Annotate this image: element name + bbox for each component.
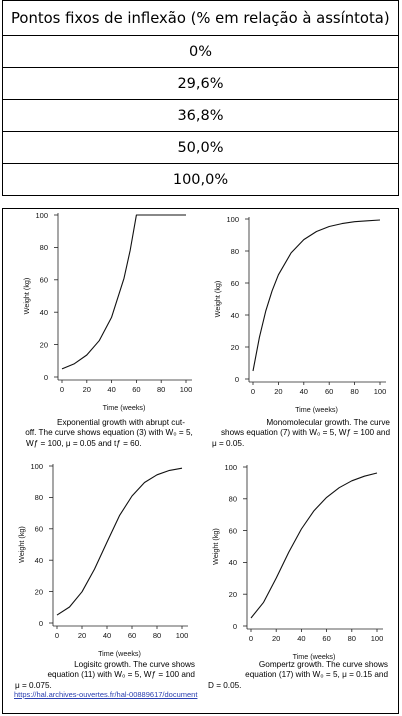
gompertz-x-tick-label: 40 [297,634,305,643]
monomolecular-y-tick-label: 20 [231,343,239,352]
gompertz-x-tick-label: 60 [322,634,330,643]
gompertz-y-tick-label: 80 [229,495,237,504]
monomolecular-x-tick-label: 80 [350,387,358,396]
monomolecular-x-tick-label: 60 [325,387,333,396]
logistic-x-tick-label: 40 [103,631,111,640]
logistic-y-tick-label: 100 [30,462,43,471]
chart-caption-monomolecular: Monomolecular growth. The curve shows eq… [212,418,390,449]
monomolecular-y-tick-label: 100 [226,215,239,224]
exponential-x-tick-label: 40 [107,385,115,394]
monomolecular-x-tick-label: 20 [274,387,282,396]
table-row: 0% [2,35,399,68]
chart-caption-logistic: Logisitc growth. The curve shows equatio… [15,660,195,691]
monomolecular-y-axis-label: Weight (kg) [213,281,222,318]
gompertz-y-axis-label: Weight (kg) [211,528,220,565]
monomolecular-x-tick-label: 0 [251,387,255,396]
exponential-y-tick-label: 20 [40,340,48,349]
caption-line: μ = 0.05. [212,438,245,448]
growth-curves-figure [2,208,399,714]
exponential-y-tick-label: 100 [35,211,48,220]
exponential-x-axis-label: Time (weeks) [103,403,146,412]
caption-line: μ = 0.075. [15,680,52,690]
chart-caption-gompertz: Gompertz growth. The curve shows equatio… [208,660,388,691]
exponential-y-tick-label: 60 [40,276,48,285]
logistic-y-tick-label: 60 [35,525,43,534]
chart-caption-exponential: Exponential growth with abrupt cut- off.… [25,418,202,449]
caption-line: off. The curve shows equation (3) with W… [25,428,193,438]
gompertz-x-tick-label: 0 [249,634,253,643]
table-header: Pontos fixos de inflexão (% em relação à… [2,0,399,36]
monomolecular-growth-curve [252,219,381,372]
caption-line: Gompertz growth. The curve shows [258,660,388,669]
gompertz-growth-curve [250,472,378,619]
caption-line: Exponential growth with abrupt cut- [57,418,185,427]
gompertz-x-tick-label: 80 [348,634,356,643]
caption-line: Wƒ = 100, μ = 0.05 and tƒ = 60. [26,438,142,448]
monomolecular-y-tick-label: 80 [231,247,239,256]
logistic-x-axis-label: Time (weeks) [98,649,141,658]
caption-line: D = 0.05. [208,680,242,690]
gompertz-x-tick-label: 100 [371,634,384,643]
exponential-x-tick-label: 60 [132,385,140,394]
exponential-growth-curve [61,214,186,370]
monomolecular-x-tick-label: 40 [300,387,308,396]
exponential-x-tick-label: 20 [83,385,91,394]
exponential-y-tick-label: 0 [44,373,48,382]
table-row: 36,8% [2,99,399,132]
gompertz-x-axis-label: Time (weeks) [293,652,336,661]
logistic-x-tick-label: 0 [55,631,59,640]
gompertz-y-tick-label: 0 [233,622,237,631]
monomolecular-x-tick-label: 100 [374,387,387,396]
gompertz-x-tick-label: 20 [272,634,280,643]
monomolecular-x-axis-label: Time (weeks) [295,405,338,414]
exponential-y-tick-label: 80 [40,243,48,252]
logistic-x-tick-label: 80 [153,631,161,640]
exponential-y-axis-label: Weight (kg) [22,278,31,315]
logistic-y-tick-label: 40 [35,556,43,565]
caption-line: Monomolecular growth. The curve [266,418,390,427]
logistic-y-tick-label: 20 [35,587,43,596]
exponential-x-tick-label: 0 [60,385,64,394]
table-row: 100,0% [2,163,399,196]
gompertz-y-tick-label: 100 [224,463,237,472]
caption-line: Logisitc growth. The curve shows [74,660,195,669]
logistic-x-tick-label: 100 [176,631,189,640]
monomolecular-y-tick-label: 40 [231,311,239,320]
gompertz-y-tick-label: 40 [229,558,237,567]
monomolecular-y-tick-label: 60 [231,279,239,288]
inflection-points-table: Pontos fixos de inflexão (% em relação à… [2,0,399,196]
caption-line: shows equation (7) with W₀ = 5, Wƒ = 100… [220,428,390,438]
logistic-x-tick-label: 60 [128,631,136,640]
exponential-x-tick-label: 80 [157,385,165,394]
logistic-x-tick-label: 20 [78,631,86,640]
source-link[interactable]: https://hal.archives-ouvertes.fr/hal-008… [14,690,198,699]
gompertz-y-tick-label: 60 [229,526,237,535]
logistic-y-axis-label: Weight (kg) [17,526,26,563]
logistic-y-tick-label: 80 [35,493,43,502]
caption-line: equation (17) with W₀ = 5, μ = 0.15 and [245,670,388,680]
caption-line: equation (11) with W₀ = 5, Wƒ = 100 and [47,670,195,680]
logistic-y-tick-label: 0 [39,619,43,628]
monomolecular-y-tick-label: 0 [235,375,239,384]
exponential-y-tick-label: 40 [40,308,48,317]
logistic-growth-curve [56,467,183,616]
gompertz-y-tick-label: 20 [229,590,237,599]
exponential-x-tick-label: 100 [180,385,193,394]
